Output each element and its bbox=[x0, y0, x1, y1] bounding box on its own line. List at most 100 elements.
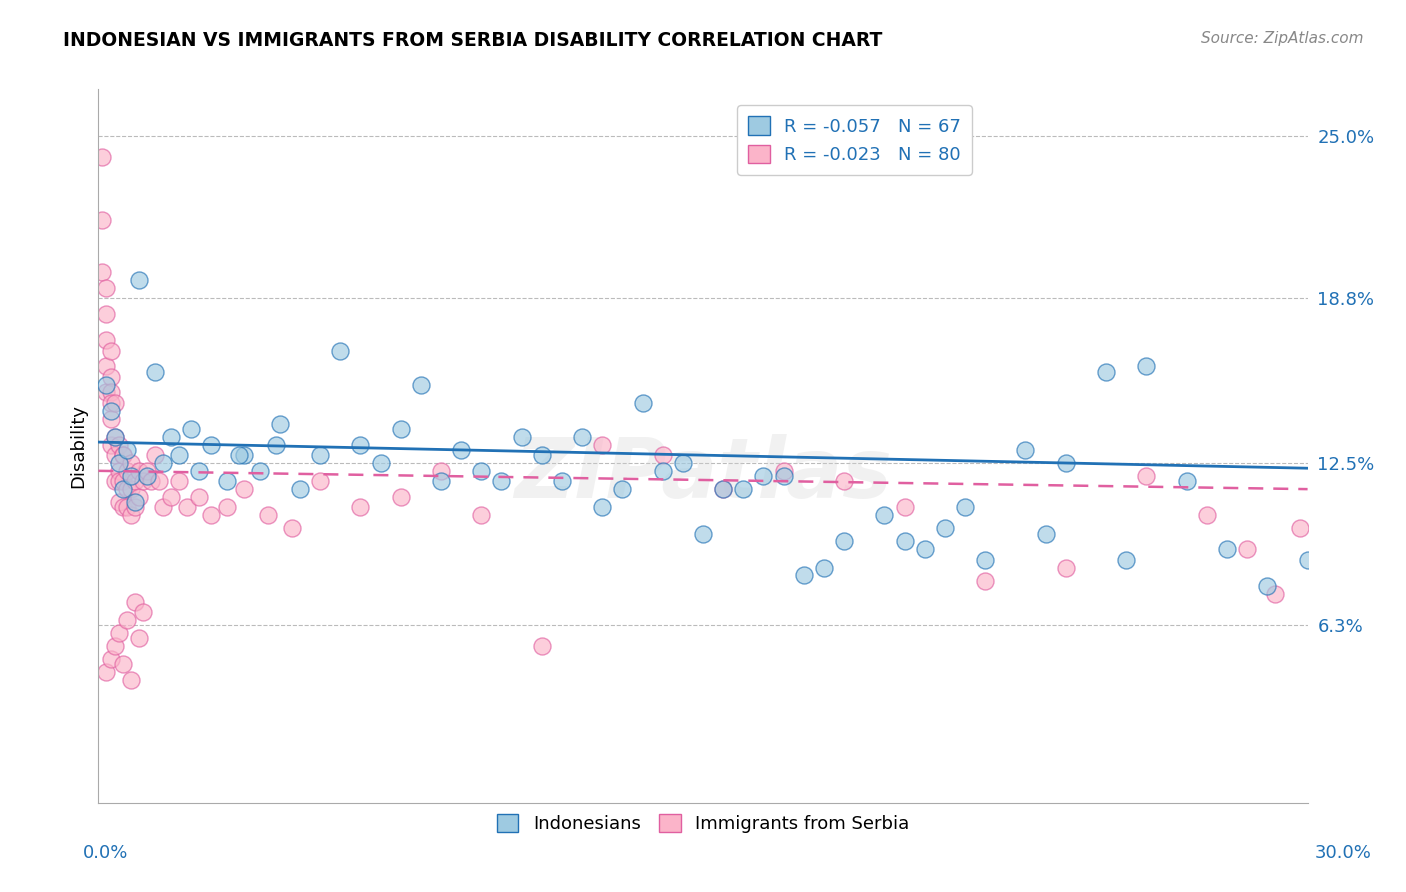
Point bbox=[1216, 542, 1239, 557]
Point bbox=[100, 396, 122, 410]
Point bbox=[672, 456, 695, 470]
Point bbox=[1054, 456, 1077, 470]
Point bbox=[200, 438, 222, 452]
Text: INDONESIAN VS IMMIGRANTS FROM SERBIA DISABILITY CORRELATION CHART: INDONESIAN VS IMMIGRANTS FROM SERBIA DIS… bbox=[63, 31, 883, 50]
Point bbox=[128, 490, 150, 504]
Point bbox=[120, 673, 142, 687]
Point bbox=[269, 417, 291, 431]
Point bbox=[103, 448, 125, 462]
Point bbox=[91, 265, 114, 279]
Point bbox=[873, 508, 896, 523]
Point bbox=[217, 500, 239, 515]
Text: ZIPatlas: ZIPatlas bbox=[515, 434, 891, 515]
Point bbox=[1135, 359, 1157, 374]
Point bbox=[135, 469, 157, 483]
Point bbox=[107, 475, 129, 489]
Point bbox=[115, 464, 138, 478]
Point bbox=[120, 456, 142, 470]
Point bbox=[692, 526, 714, 541]
Point bbox=[711, 482, 734, 496]
Point bbox=[103, 475, 125, 489]
Point bbox=[152, 456, 174, 470]
Point bbox=[200, 508, 222, 523]
Point bbox=[115, 482, 138, 496]
Point bbox=[111, 500, 134, 515]
Point bbox=[349, 500, 371, 515]
Point bbox=[132, 605, 155, 619]
Point bbox=[115, 613, 138, 627]
Point bbox=[115, 500, 138, 515]
Point bbox=[281, 521, 304, 535]
Point bbox=[1135, 469, 1157, 483]
Point bbox=[143, 448, 166, 462]
Point bbox=[100, 652, 122, 666]
Point bbox=[470, 508, 492, 523]
Point bbox=[103, 396, 125, 410]
Point bbox=[264, 438, 287, 452]
Point bbox=[752, 469, 775, 483]
Text: 0.0%: 0.0% bbox=[83, 844, 128, 862]
Point bbox=[349, 438, 371, 452]
Point bbox=[115, 442, 138, 457]
Point bbox=[91, 213, 114, 227]
Point bbox=[103, 430, 125, 444]
Point bbox=[135, 464, 157, 478]
Point bbox=[111, 475, 134, 489]
Point bbox=[91, 150, 114, 164]
Point bbox=[96, 281, 118, 295]
Point bbox=[934, 521, 956, 535]
Point bbox=[430, 464, 453, 478]
Point bbox=[107, 626, 129, 640]
Point bbox=[1256, 579, 1278, 593]
Point bbox=[148, 475, 170, 489]
Point bbox=[893, 534, 915, 549]
Point bbox=[470, 464, 492, 478]
Point bbox=[1195, 508, 1218, 523]
Point bbox=[103, 430, 125, 444]
Point bbox=[389, 422, 412, 436]
Point bbox=[111, 448, 134, 462]
Point bbox=[793, 568, 815, 582]
Point bbox=[832, 534, 855, 549]
Point bbox=[111, 482, 134, 496]
Point bbox=[1035, 526, 1057, 541]
Point bbox=[256, 508, 278, 523]
Point bbox=[100, 438, 122, 452]
Point bbox=[128, 273, 150, 287]
Point bbox=[733, 482, 755, 496]
Point bbox=[1175, 475, 1198, 489]
Point bbox=[309, 448, 332, 462]
Point bbox=[1054, 560, 1077, 574]
Point bbox=[160, 490, 183, 504]
Point bbox=[111, 448, 134, 462]
Point bbox=[813, 560, 835, 574]
Point bbox=[180, 422, 202, 436]
Point bbox=[124, 495, 146, 509]
Point bbox=[309, 475, 332, 489]
Point bbox=[651, 448, 673, 462]
Point bbox=[1115, 552, 1137, 566]
Point bbox=[107, 438, 129, 452]
Point bbox=[124, 475, 146, 489]
Text: Source: ZipAtlas.com: Source: ZipAtlas.com bbox=[1201, 31, 1364, 46]
Point bbox=[329, 343, 352, 358]
Point bbox=[96, 665, 118, 679]
Point bbox=[96, 377, 118, 392]
Point bbox=[167, 448, 190, 462]
Point bbox=[631, 396, 654, 410]
Point bbox=[100, 343, 122, 358]
Point bbox=[551, 475, 574, 489]
Point bbox=[120, 508, 142, 523]
Point bbox=[96, 385, 118, 400]
Point bbox=[132, 475, 155, 489]
Point bbox=[510, 430, 533, 444]
Point bbox=[120, 469, 142, 483]
Point bbox=[893, 500, 915, 515]
Point bbox=[288, 482, 311, 496]
Point bbox=[167, 475, 190, 489]
Point bbox=[450, 442, 472, 457]
Point bbox=[491, 475, 513, 489]
Point bbox=[591, 500, 613, 515]
Point bbox=[100, 369, 122, 384]
Point bbox=[232, 482, 254, 496]
